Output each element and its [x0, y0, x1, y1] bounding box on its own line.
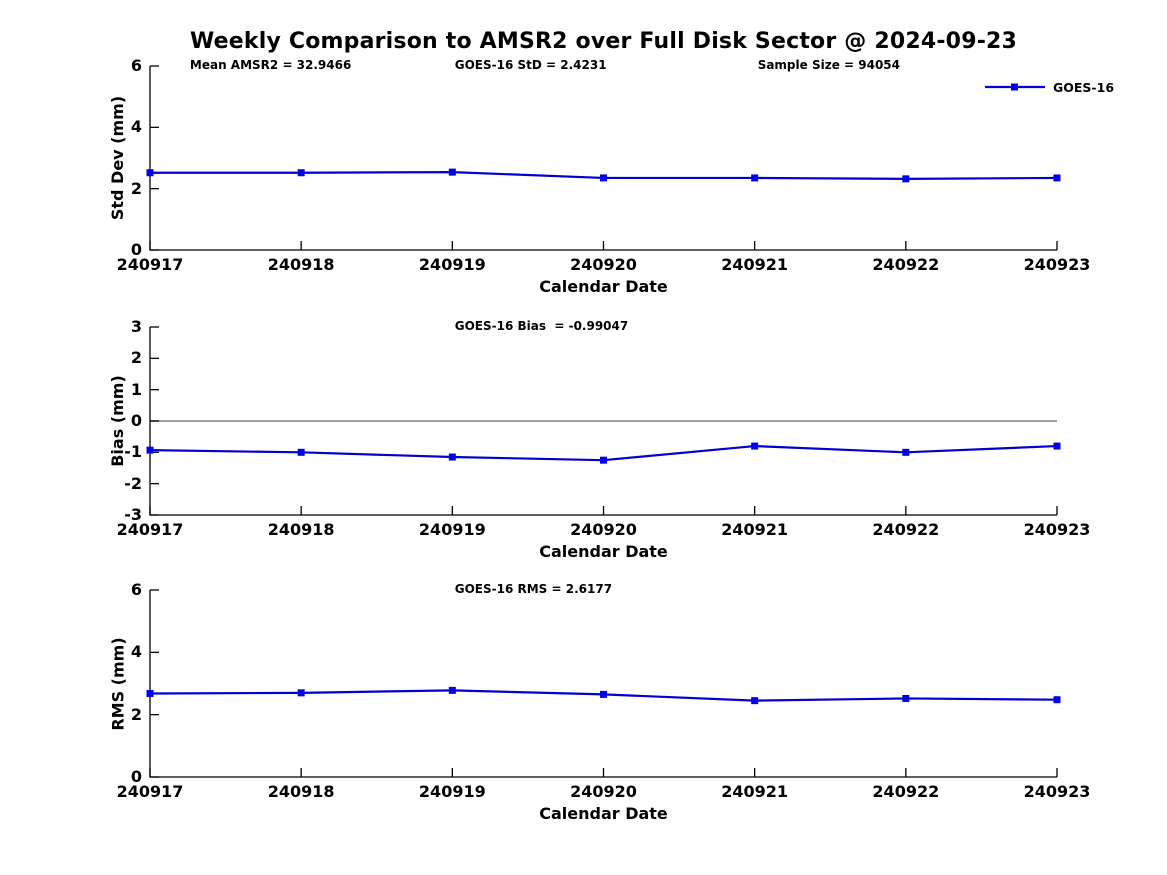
legend: GOES-16 [984, 79, 1134, 95]
y-tick-label: -2 [124, 473, 142, 493]
y-tick-label: 6 [130, 56, 142, 75]
data-point-marker [600, 174, 607, 182]
annotation-std_dev-0: Mean AMSR2 = 32.9466 [189, 58, 352, 72]
x-tick-label: 240919 [418, 782, 486, 801]
data-point-marker [1053, 174, 1061, 182]
data-point-marker [600, 690, 607, 698]
y-tick-label: 1 [130, 379, 142, 399]
y-tick-label: 2 [130, 178, 142, 198]
x-tick-label: 240922 [872, 520, 940, 539]
x-tick-label: 240920 [570, 520, 637, 539]
x-tick-label: 240923 [1023, 520, 1091, 539]
x-tick-label: 240923 [1023, 255, 1091, 274]
legend-label: GOES-16 [1053, 79, 1115, 95]
data-point-marker [902, 175, 910, 183]
x-tick-label: 240917 [116, 520, 184, 539]
data-point-marker [902, 448, 910, 456]
y-tick-label: 0 [130, 411, 142, 430]
annotation-rms-0: GOES-16 RMS = 2.6177 [454, 582, 613, 596]
annotation-std_dev-2: Sample Size = 94054 [757, 58, 900, 72]
x-tick-label: 240917 [116, 255, 184, 274]
x-tick-label: 240920 [570, 255, 637, 274]
y-axis-label-std_dev: Std Dev (mm) [108, 95, 127, 221]
y-tick-label: 3 [130, 317, 142, 336]
data-point-marker [146, 689, 154, 697]
x-tick-label: 240921 [721, 255, 789, 274]
x-tick-label: 240918 [267, 255, 335, 274]
data-point-marker [448, 686, 456, 694]
annotation-std_dev-1: GOES-16 StD = 2.4231 [454, 58, 607, 72]
data-point-marker [146, 446, 154, 454]
y-axis-label-bias: Bias (mm) [108, 375, 127, 467]
x-tick-label: 240922 [872, 782, 940, 801]
x-tick-label: 240921 [721, 520, 789, 539]
y-tick-label: 2 [130, 704, 142, 724]
axis-spines-rms [149, 590, 1057, 778]
x-axis-label-std_dev: Calendar Date [539, 277, 668, 296]
legend-line-sample [985, 83, 1045, 91]
y-tick-label: 6 [130, 580, 142, 599]
annotation-bias-0: GOES-16 Bias = -0.99047 [454, 319, 629, 333]
data-point-marker [1053, 696, 1061, 704]
data-point-marker [448, 168, 456, 176]
y-tick-label: 2 [130, 348, 142, 368]
x-tick-label: 240921 [721, 782, 789, 801]
data-point-marker [751, 442, 759, 450]
chart-title: Weekly Comparison to AMSR2 over Full Dis… [189, 29, 1018, 54]
data-point-marker [297, 169, 305, 177]
x-tick-label: 240919 [418, 520, 486, 539]
x-axis-label-bias: Calendar Date [539, 542, 668, 561]
x-tick-label: 240923 [1023, 782, 1091, 801]
data-point-marker [600, 456, 607, 464]
y-tick-label: 0 [130, 767, 142, 786]
data-point-marker [297, 689, 305, 697]
axis-spines-std_dev [149, 66, 1057, 251]
y-tick-label: 0 [130, 240, 142, 259]
x-tick-label: 240918 [267, 520, 335, 539]
data-point-marker [448, 453, 456, 461]
data-point-marker [1053, 442, 1061, 450]
y-axis-label-rms: RMS (mm) [108, 636, 127, 731]
y-tick-label: -3 [124, 505, 142, 524]
y-tick-label: 4 [130, 117, 142, 137]
x-tick-label: 240919 [418, 255, 486, 274]
data-point-marker [751, 697, 759, 705]
data-point-marker [297, 448, 305, 456]
y-tick-label: 4 [130, 642, 142, 662]
x-tick-label: 240917 [116, 782, 184, 801]
x-tick-label: 240918 [267, 782, 335, 801]
y-tick-label: -1 [124, 442, 142, 462]
x-axis-label-rms: Calendar Date [539, 804, 668, 823]
data-point-marker [146, 169, 154, 177]
legend-marker-icon [1011, 83, 1018, 91]
x-tick-label: 240920 [570, 782, 637, 801]
data-point-marker [751, 174, 759, 182]
data-point-marker [902, 694, 910, 702]
x-tick-label: 240922 [872, 255, 940, 274]
